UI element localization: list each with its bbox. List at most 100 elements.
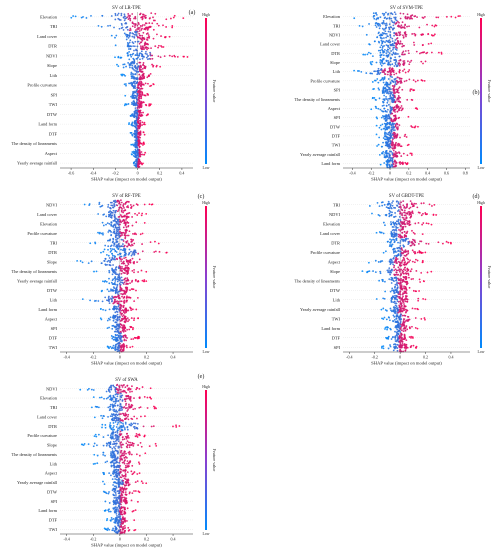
shap-point (395, 302, 398, 305)
shap-point (118, 273, 121, 275)
shap-point (131, 279, 134, 282)
shap-point (380, 64, 383, 67)
shap-point (378, 136, 381, 139)
shap-point (139, 45, 142, 48)
shap-point (143, 24, 146, 26)
feature-label-profile-curvature: Profile curvature (310, 78, 340, 83)
shap-point (132, 96, 135, 99)
feature-label-land-form: Land form (38, 307, 57, 312)
shap-point (382, 307, 385, 310)
shap-point (393, 44, 395, 47)
shap-point (396, 155, 399, 158)
shap-point (132, 288, 135, 291)
shap-point (131, 62, 134, 64)
shap-point (397, 325, 400, 328)
shap-point (399, 242, 402, 244)
shap-point (373, 97, 376, 99)
feature-label-yearly-average-rainfall: Yearly average rainfall (300, 152, 341, 157)
shap-point (423, 16, 426, 18)
shap-point (120, 394, 123, 397)
shap-point (133, 66, 136, 68)
shap-point (408, 326, 411, 328)
shap-point (420, 60, 423, 63)
shap-point (109, 214, 112, 216)
shap-point (375, 12, 377, 14)
shap-point (141, 18, 144, 21)
shap-point (400, 326, 402, 329)
shap-point (387, 53, 390, 56)
shap-point (397, 311, 400, 314)
shap-point (133, 233, 136, 235)
shap-point (126, 288, 129, 291)
shap-point (119, 214, 122, 216)
shap-point (367, 51, 370, 54)
shap-point (402, 34, 404, 37)
shap-point (394, 212, 396, 214)
shap-point (457, 15, 460, 18)
shap-point (382, 70, 385, 73)
x-tick-label: 0 (137, 171, 139, 176)
shap-point (121, 326, 124, 329)
shap-point (109, 345, 112, 348)
shap-point (390, 129, 393, 132)
shap-point (120, 238, 123, 241)
shap-point (141, 243, 143, 245)
shap-point (400, 80, 403, 83)
shap-point (126, 317, 129, 320)
shap-point (125, 391, 128, 394)
feature-label-aspect: Aspect (45, 151, 58, 156)
shap-point (419, 240, 421, 243)
shap-point (414, 15, 417, 17)
shap-point (131, 121, 134, 124)
feature-label-dtf: DTF (49, 131, 58, 136)
shap-point (101, 14, 104, 17)
shap-point (393, 21, 396, 24)
shap-point (135, 49, 137, 52)
shap-point (114, 224, 117, 227)
shap-point (384, 89, 387, 92)
shap-point (130, 71, 133, 74)
shap-point (388, 117, 391, 119)
feature-label-elevation: Elevation (40, 396, 58, 401)
shap-point (408, 69, 411, 71)
shap-point (117, 335, 120, 337)
shap-point (140, 81, 143, 84)
shap-point (117, 55, 120, 58)
shap-point (382, 49, 384, 52)
shap-point (388, 70, 391, 73)
colorbar (480, 206, 482, 348)
shap-point (411, 229, 413, 232)
x-tick-label: 0.4 (448, 355, 453, 360)
shap-point (132, 326, 134, 329)
shap-point (138, 258, 141, 261)
shap-point (128, 230, 131, 233)
shap-point (385, 114, 387, 116)
shap-point (403, 80, 406, 83)
feature-label-land-form: Land form (38, 122, 57, 127)
shap-point (101, 300, 104, 303)
shap-point (139, 13, 141, 16)
shap-point (134, 80, 137, 83)
shap-point (378, 205, 381, 208)
shap-point (126, 410, 129, 412)
shap-point (399, 101, 402, 103)
x-tick-label: -0.2 (372, 355, 378, 360)
shap-point (109, 316, 112, 319)
shap-point (405, 79, 408, 82)
shap-point (120, 323, 123, 326)
shap-point (114, 44, 117, 47)
shap-point (402, 217, 405, 219)
shap-point (391, 137, 394, 139)
shap-point (400, 252, 403, 255)
shap-point (121, 315, 124, 318)
shap-point (138, 81, 141, 83)
shap-point (430, 223, 433, 226)
shap-point (394, 82, 397, 84)
shap-point (393, 318, 396, 321)
shap-point (375, 298, 378, 300)
shap-point (394, 48, 397, 50)
shap-point (399, 42, 402, 45)
shap-point (379, 261, 382, 263)
shap-point (160, 45, 162, 47)
shap-point (388, 212, 391, 215)
